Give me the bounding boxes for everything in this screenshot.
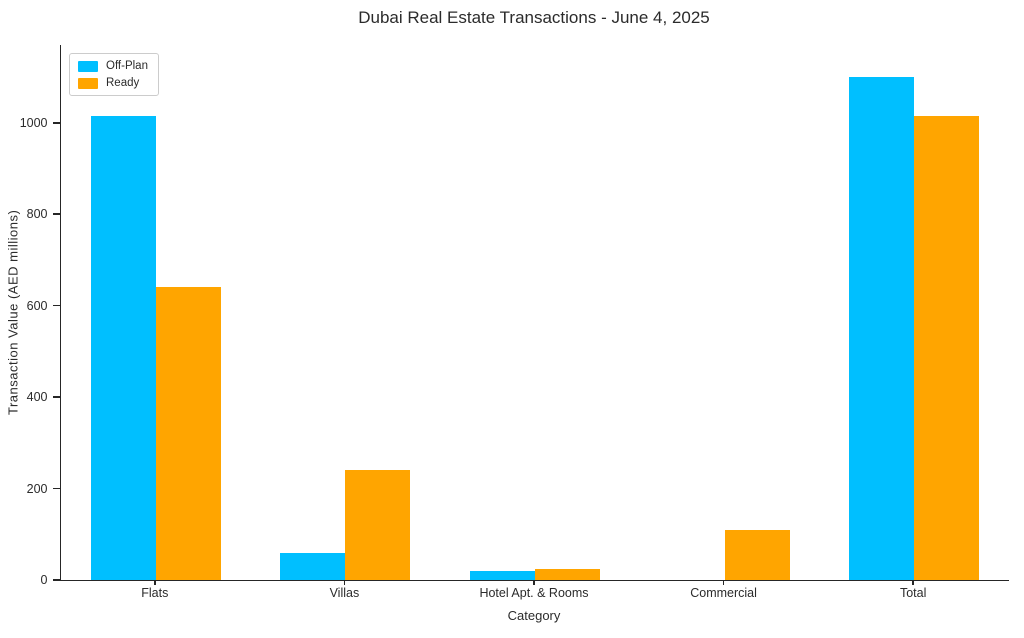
plot-area: 0 200 400 600 800 1000 Off-Plan Ready [20, 45, 1009, 587]
x-tick-mark [343, 580, 346, 585]
x-tick-mark [722, 580, 725, 585]
bar-group-hotel-apt-rooms [440, 45, 630, 580]
legend-swatch [78, 77, 98, 89]
y-tick-label: 400 [26, 390, 48, 405]
x-tick-cell [439, 580, 629, 586]
x-tick-cell [629, 580, 819, 586]
bar-ready [345, 470, 411, 580]
x-tick-mark [533, 580, 535, 585]
y-tick-label: 600 [26, 298, 48, 313]
y-tick-mark [52, 122, 60, 124]
x-tick-mark [912, 580, 914, 585]
x-tick-cell [250, 580, 440, 586]
bar-ready [155, 287, 221, 580]
x-category-label: Hotel Apt. & Rooms [479, 586, 589, 600]
bar-ready [914, 115, 980, 580]
y-tick-label: 800 [26, 207, 48, 222]
x-tick-mark [154, 580, 156, 585]
y-tick-mark [52, 579, 60, 581]
bar-group-flats [61, 45, 251, 580]
bar-group-villas [251, 45, 441, 580]
legend-item-off-plan: Off-Plan [78, 60, 148, 72]
x-category-label: Flats [141, 586, 169, 600]
x-axis-label: Category [507, 608, 561, 623]
y-tick-mark [52, 396, 60, 398]
y-tick-mark [52, 213, 60, 215]
bar-group-total [819, 45, 1009, 580]
x-tick-cell [60, 580, 250, 586]
bar-group-commercial [630, 45, 820, 580]
x-category-label: Commercial [690, 586, 757, 600]
chart-title: Dubai Real Estate Transactions - June 4,… [358, 8, 710, 27]
x-category-label: Total [899, 586, 927, 600]
legend-swatch [78, 60, 98, 72]
legend: Off-Plan Ready [69, 53, 159, 96]
bar-off-plan [469, 570, 535, 580]
y-tick-label: 200 [26, 481, 48, 496]
y-tick-mark [52, 304, 60, 307]
x-tick-cell [818, 580, 1008, 586]
bar-off-plan [280, 552, 346, 580]
x-axis-category-labels: Flats Villas Hotel Apt. & Rooms Commercial T… [60, 586, 1008, 600]
legend-item-ready: Ready [78, 77, 148, 89]
legend-label: Ready [106, 77, 140, 89]
y-tick-mark [52, 487, 60, 490]
bar-off-plan [849, 77, 915, 580]
y-tick-label: 1000 [19, 115, 48, 130]
legend-label: Off-Plan [106, 60, 148, 72]
x-axis-ticks [60, 580, 1008, 586]
bar-off-plan [90, 115, 156, 580]
bar-groups [61, 45, 1009, 580]
bar-ready [724, 529, 790, 580]
x-category-label: Villas [329, 586, 360, 600]
y-tick-label: 0 [40, 573, 48, 587]
bar-ready [534, 568, 600, 580]
